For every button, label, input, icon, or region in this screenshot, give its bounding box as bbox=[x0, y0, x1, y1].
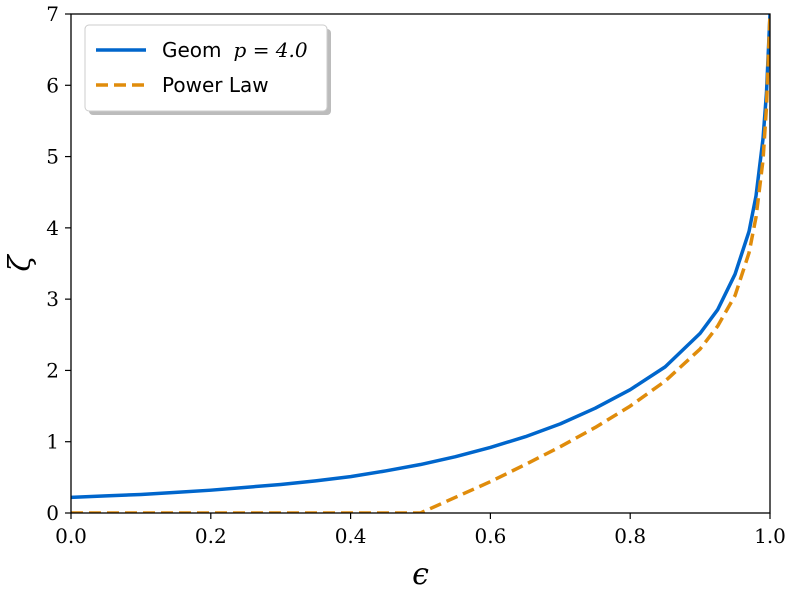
x-tick-label: 0.8 bbox=[614, 524, 646, 548]
plot-lines bbox=[71, 14, 770, 513]
y-tick-label: 2 bbox=[46, 358, 59, 382]
y-tick-label: 3 bbox=[46, 287, 59, 311]
y-tick-label: 5 bbox=[46, 145, 59, 169]
x-tick-label: 0.2 bbox=[195, 524, 227, 548]
series-line-1 bbox=[71, 14, 770, 513]
x-tick-label: 0.4 bbox=[335, 524, 367, 548]
legend-label-geom: Geom p = 4.0 bbox=[162, 38, 308, 62]
x-tick-label: 0.6 bbox=[474, 524, 506, 548]
legend-label-geom-math: p = 4.0 bbox=[234, 38, 308, 62]
legend-label-geom-prefix: Geom bbox=[162, 38, 222, 62]
plot-frame bbox=[70, 13, 771, 514]
legend: Geom p = 4.0 Power Law bbox=[84, 24, 331, 115]
series-line-0 bbox=[71, 14, 770, 500]
x-axis-label: ϵ bbox=[412, 557, 429, 592]
x-tick-label: 1.0 bbox=[754, 524, 786, 548]
y-axis-label: ζ bbox=[3, 254, 38, 272]
legend-box bbox=[84, 24, 328, 112]
y-tick-label: 0 bbox=[46, 501, 59, 525]
y-tick-label: 7 bbox=[46, 2, 59, 26]
y-tick-label: 6 bbox=[46, 73, 59, 97]
y-tick-label: 1 bbox=[46, 430, 59, 454]
y-tick-label: 4 bbox=[46, 216, 59, 240]
legend-label-power-law: Power Law bbox=[162, 73, 269, 97]
ticks: 0.0 0.2 0.4 0.6 0.8 1.0 0 1 2 3 4 5 6 7 bbox=[46, 2, 786, 548]
x-tick-label: 0.0 bbox=[55, 524, 87, 548]
